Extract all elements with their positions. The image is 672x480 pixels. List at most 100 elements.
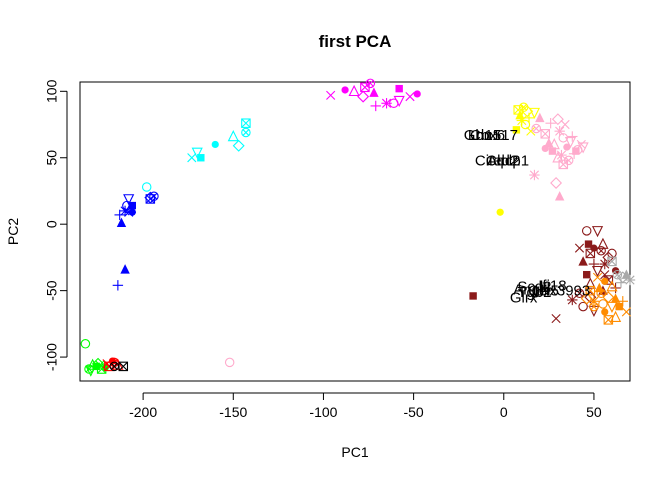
y-tick-label: 0	[44, 220, 60, 228]
data-point	[578, 256, 588, 266]
x-tick-label: -150	[219, 404, 247, 420]
data-point	[357, 90, 370, 103]
y-tick-label: -50	[44, 280, 60, 300]
data-point	[592, 272, 603, 282]
data-point	[114, 209, 125, 221]
gene-label: Ln1517	[468, 127, 518, 144]
data-point	[584, 240, 593, 248]
data-point	[612, 269, 623, 280]
data-point	[615, 277, 627, 288]
data-point	[567, 131, 578, 142]
data-point	[563, 143, 571, 151]
data-point	[191, 147, 203, 159]
data-point	[585, 285, 596, 296]
data-point	[512, 126, 521, 134]
data-point	[545, 117, 556, 129]
data-point	[581, 226, 592, 236]
data-point	[580, 292, 593, 305]
data-point	[610, 293, 621, 303]
plot-frame	[79, 81, 631, 382]
data-point	[554, 191, 565, 201]
data-point	[621, 307, 631, 317]
data-point	[574, 288, 585, 299]
data-point	[591, 226, 604, 238]
data-point	[551, 113, 564, 126]
gene-label: Cited2	[475, 152, 518, 169]
data-point	[606, 280, 618, 292]
data-points	[80, 78, 636, 377]
data-point	[413, 90, 421, 98]
data-point	[211, 140, 219, 149]
data-point	[601, 277, 609, 285]
data-point	[541, 144, 549, 153]
data-point	[516, 115, 528, 126]
data-point	[520, 119, 531, 130]
data-point	[609, 310, 622, 322]
data-point	[606, 301, 618, 314]
data-point	[84, 364, 94, 374]
data-point	[232, 139, 245, 152]
gene-label: Cbx6	[470, 127, 505, 144]
data-point	[584, 277, 596, 289]
y-axis-label: PC2	[5, 218, 21, 245]
data-point	[528, 107, 541, 119]
data-point	[369, 87, 379, 97]
data-point	[601, 308, 609, 316]
data-point	[552, 151, 564, 163]
gene-label: Ang4	[513, 281, 548, 298]
data-point	[109, 361, 120, 372]
data-point	[572, 147, 580, 155]
data-point	[393, 95, 405, 108]
data-point	[241, 127, 251, 138]
data-point	[116, 217, 127, 228]
data-point	[568, 148, 580, 159]
data-point	[241, 118, 251, 128]
data-point	[621, 269, 632, 279]
data-point	[92, 357, 105, 370]
gene-label: Gbn1	[464, 127, 501, 144]
data-point	[227, 130, 239, 142]
data-point	[574, 243, 585, 253]
gene-label: Col5	[528, 283, 559, 300]
x-axis: -200 -150 -100 -50 0 50	[129, 392, 602, 420]
data-point	[544, 137, 554, 148]
data-point	[224, 357, 235, 368]
gene-label: Glrx	[510, 289, 538, 306]
data-point	[567, 294, 578, 306]
data-point	[531, 123, 541, 134]
data-point	[197, 154, 205, 162]
data-point	[523, 112, 535, 124]
data-point	[124, 201, 137, 213]
data-point	[591, 265, 604, 278]
data-point	[589, 301, 599, 312]
data-point	[370, 100, 381, 112]
gene-label: Alpl2	[487, 152, 520, 169]
data-point	[594, 282, 605, 293]
y-tick-label: -100	[44, 343, 60, 371]
data-point	[540, 129, 550, 139]
data-point	[550, 177, 563, 189]
data-point	[187, 153, 197, 163]
data-point	[112, 280, 124, 291]
data-point	[563, 155, 574, 166]
data-point	[101, 364, 109, 372]
data-point	[602, 251, 615, 264]
data-point	[535, 112, 545, 123]
data-point	[551, 313, 561, 324]
data-point	[598, 299, 608, 309]
data-point	[341, 86, 349, 94]
data-point	[554, 125, 565, 137]
data-point	[365, 78, 376, 89]
gene-label: Cdcp1	[486, 152, 529, 169]
data-point	[603, 315, 614, 325]
data-point	[578, 301, 588, 312]
data-point	[590, 244, 598, 252]
data-point	[583, 270, 591, 279]
x-tick-label: -100	[309, 404, 337, 420]
data-point	[141, 182, 152, 192]
chart-title: first PCA	[319, 32, 392, 51]
gene-label: Ifi18	[538, 277, 566, 294]
data-point	[585, 248, 596, 259]
